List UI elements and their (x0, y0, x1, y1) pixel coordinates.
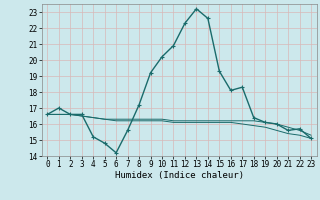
X-axis label: Humidex (Indice chaleur): Humidex (Indice chaleur) (115, 171, 244, 180)
